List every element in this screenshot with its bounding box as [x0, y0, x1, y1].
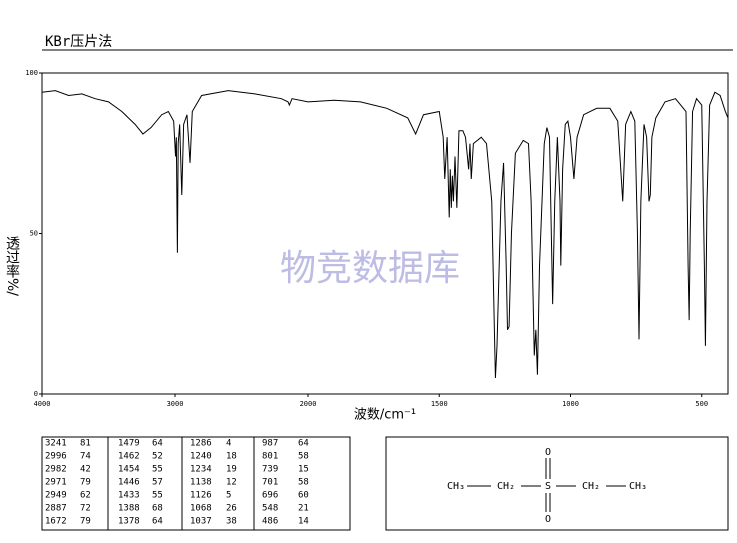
table-cell: 1234 [190, 465, 212, 475]
table-cell: 72 [80, 504, 91, 514]
atom: S [545, 481, 551, 492]
table-cell: 64 [152, 517, 163, 527]
table-cell: 5 [226, 491, 231, 501]
atom: CH₃ [447, 481, 465, 492]
structure-frame [385, 436, 729, 531]
table-cell: 55 [152, 491, 163, 501]
table-cell: 64 [298, 439, 309, 449]
table-cell: 2971 [45, 478, 67, 488]
table-cell: 14 [298, 517, 309, 527]
y-tick-label: 100 [25, 69, 38, 77]
y-tick-label: 50 [30, 230, 38, 238]
table-cell: 1037 [190, 517, 212, 527]
table-cell: 38 [226, 517, 237, 527]
atom: CH₂ [497, 481, 515, 492]
table-cell: 62 [80, 491, 91, 501]
x-tick-label: 3000 [167, 400, 184, 408]
table-cell: 1672 [45, 517, 67, 527]
table-cell: 19 [226, 465, 237, 475]
x-tick-label: 1000 [562, 400, 579, 408]
table-cell: 987 [262, 439, 278, 449]
bonds [467, 458, 626, 512]
atom: O [545, 447, 551, 458]
table-cell: 55 [152, 465, 163, 475]
table-cell: 548 [262, 504, 278, 514]
table-cell: 74 [80, 452, 91, 462]
table-cell: 58 [298, 478, 309, 488]
table-cell: 486 [262, 517, 278, 527]
spectrum-line [41, 90, 729, 378]
table-cell: 15 [298, 465, 309, 475]
table-cell: 4 [226, 439, 231, 449]
table-cell: 2996 [45, 452, 67, 462]
table-cell: 12 [226, 478, 237, 488]
table-cell: 801 [262, 452, 278, 462]
x-tick-label: 2000 [300, 400, 317, 408]
table-cell: 1126 [190, 491, 212, 501]
table-cell: 52 [152, 452, 163, 462]
plot-frame [41, 72, 729, 395]
table-cell: 60 [298, 491, 309, 501]
table-cell: 739 [262, 465, 278, 475]
x-tick-label: 1500 [431, 400, 448, 408]
table-cell: 1138 [190, 478, 212, 488]
table-cell: 68 [152, 504, 163, 514]
table-cell: 1068 [190, 504, 212, 514]
y-axis-label: 透过率%/ [4, 236, 20, 296]
table-cell: 696 [262, 491, 278, 501]
y-tick-label: 0 [34, 390, 38, 398]
table-cell: 701 [262, 478, 278, 488]
table-cell: 1286 [190, 439, 212, 449]
table-cell: 2887 [45, 504, 67, 514]
table-cell: 2982 [45, 465, 67, 475]
x-tick-label: 500 [695, 400, 708, 408]
table-cell: 1378 [118, 517, 140, 527]
table-cell: 1479 [118, 439, 140, 449]
table-cell: 1388 [118, 504, 140, 514]
table-cell: 1462 [118, 452, 140, 462]
table-cell: 57 [152, 478, 163, 488]
table-cell: 42 [80, 465, 91, 475]
table-cell: 79 [80, 517, 91, 527]
table-cell: 26 [226, 504, 237, 514]
atom: CH₃ [629, 481, 647, 492]
x-tick-label: 4000 [34, 400, 51, 408]
x-axis-label: 波数/cm⁻¹ [354, 408, 416, 423]
table-cell: 1433 [118, 491, 140, 501]
peak-table-frame [41, 436, 351, 531]
table-cell: 64 [152, 439, 163, 449]
watermark: 物竞数据库 [280, 248, 460, 289]
table-cell: 79 [80, 478, 91, 488]
header-title: KBr压片法 [45, 34, 112, 50]
table-cell: 1240 [190, 452, 212, 462]
table-cell: 1446 [118, 478, 140, 488]
table-cell: 1454 [118, 465, 140, 475]
table-cell: 81 [80, 439, 91, 449]
table-cell: 3241 [45, 439, 67, 449]
atom: O [545, 514, 551, 525]
table-cell: 58 [298, 452, 309, 462]
table-cell: 21 [298, 504, 309, 514]
atom: CH₂ [582, 481, 600, 492]
table-cell: 2949 [45, 491, 67, 501]
table-cell: 18 [226, 452, 237, 462]
